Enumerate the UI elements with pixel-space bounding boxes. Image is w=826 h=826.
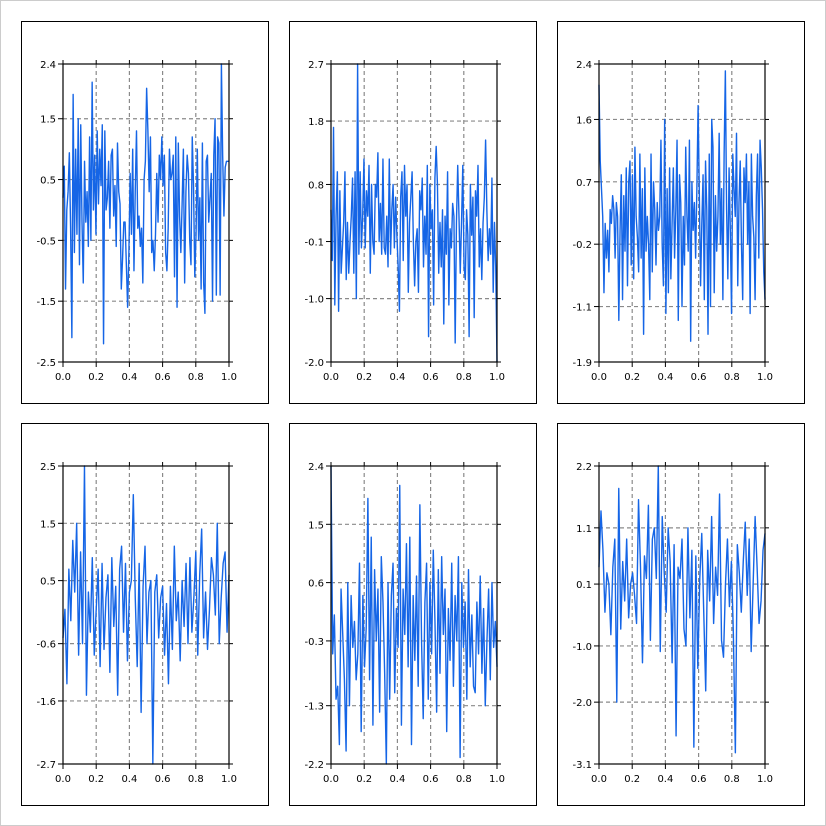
x-tick-label: 1.0 — [757, 774, 773, 785]
x-tick-label: 0.8 — [724, 774, 740, 785]
x-tick-label: 0.0 — [591, 372, 607, 383]
y-tick-label: 2.7 — [308, 60, 324, 71]
y-tick-label: -2.0 — [572, 698, 592, 709]
y-tick-label: -2.2 — [304, 760, 324, 771]
series-line — [330, 63, 498, 363]
chart-panel-3: 0.0 0.2 0.4 0.6 0.8 1.0 -1.9 -1.1 -0.2 0.7 1.6 2.4 — [557, 21, 805, 404]
y-tick-label: -2.7 — [36, 760, 56, 771]
y-tick-label: 2.4 — [40, 60, 56, 71]
x-tick-label: 0.0 — [55, 774, 71, 785]
x-tick-label: 0.2 — [88, 372, 104, 383]
x-tick-label: 0.0 — [323, 774, 339, 785]
y-tick-label: 0.8 — [308, 180, 324, 191]
y-tick-label: -1.1 — [572, 303, 592, 314]
x-tick-label: 0.0 — [323, 372, 339, 383]
y-tick-label: 1.8 — [308, 117, 324, 128]
y-tick-label: -1.5 — [36, 297, 56, 308]
x-tick-label: 0.8 — [456, 372, 472, 383]
y-tick-label: 0.5 — [40, 577, 56, 588]
y-tick-label: 0.6 — [308, 579, 324, 590]
y-tick-label: 2.4 — [576, 60, 592, 71]
y-tick-label: -1.9 — [572, 358, 592, 369]
plot-frame — [330, 63, 498, 363]
x-tick-label: 0.0 — [591, 774, 607, 785]
x-tick-label: 0.6 — [423, 774, 439, 785]
x-tick-label: 0.4 — [121, 372, 137, 383]
x-tick-label: 1.0 — [489, 774, 505, 785]
x-tick-label: 0.4 — [657, 774, 673, 785]
x-tick-label: 0.4 — [121, 774, 137, 785]
series-line — [598, 70, 766, 342]
series-line — [62, 465, 230, 765]
x-tick-label: 1.0 — [757, 372, 773, 383]
y-tick-label: 2.5 — [40, 462, 56, 473]
y-tick-label: 1.1 — [576, 524, 592, 535]
series-line — [62, 63, 229, 345]
y-tick-label: -2.0 — [304, 358, 324, 369]
x-tick-label: 0.4 — [657, 372, 673, 383]
y-tick-label: 0.5 — [40, 176, 56, 187]
chart-panel-6: 0.0 0.2 0.4 0.6 0.8 1.0 -3.1 -2.0 -1.0 0.1 1.1 2.2 — [557, 423, 805, 806]
y-tick-label: 1.5 — [308, 520, 324, 531]
x-tick-label: 0.2 — [624, 372, 640, 383]
x-tick-label: 0.4 — [389, 774, 405, 785]
chart-panel-1: 0.0 0.2 0.4 0.6 0.8 1.0 -2.5 -1.5 -0.5 0.5 1.5 2.4 — [21, 21, 269, 404]
y-tick-label: 2.4 — [308, 462, 324, 473]
x-tick-label: 0.4 — [389, 372, 405, 383]
x-tick-label: 0.8 — [456, 774, 472, 785]
x-tick-label: 0.8 — [188, 774, 204, 785]
x-tick-label: 1.0 — [221, 774, 237, 785]
x-tick-label: 0.0 — [55, 372, 71, 383]
chart-panel-2: 0.0 0.2 0.4 0.6 0.8 1.0 -2.0 -1.0 -0.1 0.8 1.8 2.7 — [289, 21, 537, 404]
y-tick-label: -3.1 — [572, 760, 592, 771]
x-tick-label: 0.6 — [155, 372, 171, 383]
x-tick-label: 0.6 — [423, 372, 439, 383]
y-tick-label: 0.7 — [576, 178, 592, 189]
x-tick-label: 0.6 — [691, 774, 707, 785]
series-line — [330, 465, 498, 765]
plot-frame — [330, 465, 498, 765]
chart-panel-4: 0.0 0.2 0.4 0.6 0.8 1.0 -2.7 -1.6 -0.6 0.5 1.5 2.5 — [21, 423, 269, 806]
y-tick-label: -0.1 — [304, 238, 324, 249]
x-tick-label: 0.2 — [356, 774, 372, 785]
y-tick-label: -0.5 — [36, 236, 56, 247]
y-tick-label: 2.2 — [576, 462, 592, 473]
y-tick-label: -1.6 — [36, 697, 56, 708]
line-chart-3: 0.0 0.2 0.4 0.6 0.8 1.0 -1.9 -1.1 -0.2 0.7 1.6 2.4 — [572, 60, 773, 383]
line-chart-1: 0.0 0.2 0.4 0.6 0.8 1.0 -2.5 -1.5 -0.5 0.5 1.5 2.4 — [36, 60, 237, 383]
plot-frame — [598, 63, 766, 363]
x-tick-label: 0.2 — [88, 774, 104, 785]
plot-frame — [62, 465, 230, 765]
y-tick-label: -1.3 — [304, 702, 324, 713]
x-tick-label: 1.0 — [221, 372, 237, 383]
y-tick-label: -0.2 — [572, 240, 592, 251]
plot-frame — [62, 63, 230, 363]
series-line — [598, 465, 766, 754]
y-tick-label: -2.5 — [36, 358, 56, 369]
y-tick-label: 0.1 — [576, 580, 592, 591]
x-tick-label: 0.2 — [356, 372, 372, 383]
chart-panel-5: 0.0 0.2 0.4 0.6 0.8 1.0 -2.2 -1.3 -0.3 0.6 1.5 2.4 — [289, 423, 537, 806]
y-tick-label: -1.0 — [572, 642, 592, 653]
line-chart-6: 0.0 0.2 0.4 0.6 0.8 1.0 -3.1 -2.0 -1.0 0.1 1.1 2.2 — [572, 462, 773, 785]
y-tick-label: 1.5 — [40, 115, 56, 126]
x-tick-label: 0.2 — [624, 774, 640, 785]
x-tick-label: 0.8 — [724, 372, 740, 383]
line-chart-5: 0.0 0.2 0.4 0.6 0.8 1.0 -2.2 -1.3 -0.3 0.6 1.5 2.4 — [304, 462, 505, 785]
y-tick-label: -0.3 — [304, 637, 324, 648]
line-chart-2: 0.0 0.2 0.4 0.6 0.8 1.0 -2.0 -1.0 -0.1 0.8 1.8 2.7 — [304, 60, 505, 383]
y-tick-label: -0.6 — [36, 640, 56, 651]
x-tick-label: 0.8 — [188, 372, 204, 383]
y-tick-label: -1.0 — [304, 295, 324, 306]
y-tick-label: 1.6 — [576, 115, 592, 126]
y-tick-label: 1.5 — [40, 519, 56, 530]
plot-frame — [598, 465, 766, 765]
x-tick-label: 0.6 — [691, 372, 707, 383]
x-tick-label: 1.0 — [489, 372, 505, 383]
line-chart-4: 0.0 0.2 0.4 0.6 0.8 1.0 -2.7 -1.6 -0.6 0.5 1.5 2.5 — [36, 462, 237, 785]
x-tick-label: 0.6 — [155, 774, 171, 785]
